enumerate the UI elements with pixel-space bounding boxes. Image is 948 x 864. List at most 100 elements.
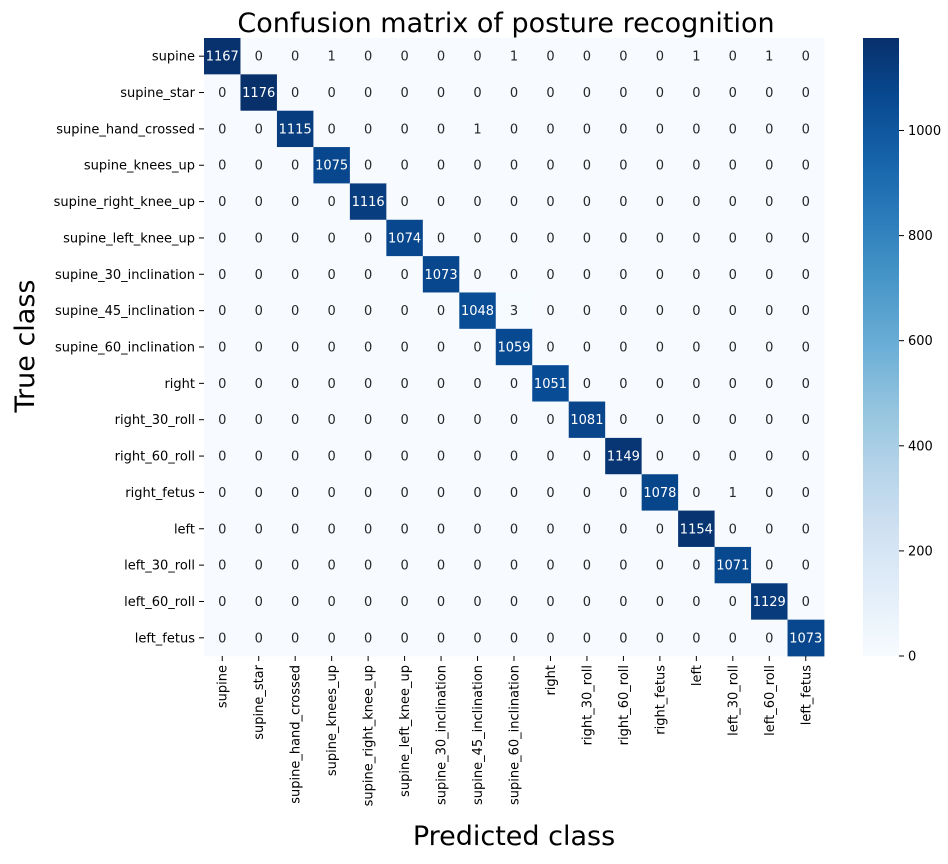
- heatmap-cell: [276, 619, 314, 657]
- heatmap-cell: [459, 38, 497, 75]
- heatmap-cell: [422, 546, 460, 584]
- cell-value: 0: [546, 268, 554, 283]
- heatmap-cell: [751, 292, 788, 330]
- cell-value: 0: [765, 86, 773, 101]
- heatmap-cell: [422, 583, 460, 621]
- cell-value: 0: [619, 595, 627, 610]
- cell-value: 0: [656, 122, 664, 137]
- cell-value: 0: [364, 559, 372, 574]
- heatmap-cell: [751, 510, 788, 548]
- heatmap-cell: [532, 546, 570, 584]
- cell-value: 0: [656, 86, 664, 101]
- heatmap-cell: [204, 110, 241, 148]
- x-tick-label: supine_30_inclination: [435, 665, 450, 805]
- heatmap-cell: [751, 583, 788, 621]
- cell-value: 0: [473, 341, 481, 356]
- cell-value: 0: [619, 50, 627, 65]
- heatmap-cell: [678, 619, 715, 657]
- x-axis-ticks: supine supine_star supine_hand_crossed supi…: [216, 656, 814, 806]
- heatmap-cell: [313, 147, 351, 184]
- heatmap-cell: [568, 292, 606, 330]
- heatmap-cell: [714, 219, 752, 257]
- cell-value: 0: [692, 413, 700, 428]
- heatmap-cell: [204, 619, 241, 657]
- heatmap-cell: [459, 365, 497, 402]
- cell-value: 0: [218, 377, 226, 392]
- y-tick-label: supine_knees_up: [84, 159, 195, 174]
- x-tick-label: supine_star: [252, 664, 267, 739]
- cell-value: 0: [583, 268, 591, 283]
- heatmap-cell: [276, 292, 314, 330]
- cell-value: 0: [729, 231, 737, 246]
- cell-value: 0: [583, 595, 591, 610]
- heatmap-cell: [495, 619, 533, 657]
- cell-value: 0: [583, 522, 591, 537]
- heatmap-cell: [313, 328, 351, 366]
- heatmap-cell: [204, 147, 241, 184]
- cell-value: 1078: [643, 486, 676, 501]
- cell-value: 0: [583, 50, 591, 65]
- cell-value: 0: [765, 231, 773, 246]
- heatmap-cell: [787, 219, 825, 257]
- cell-value: 0: [437, 304, 445, 319]
- heatmap-cell: [349, 619, 387, 657]
- cell-value: 0: [546, 413, 554, 428]
- heatmap-cell: [349, 183, 387, 221]
- cell-value: 1073: [789, 631, 822, 646]
- heatmap-cell: [204, 583, 241, 621]
- cell-value: 0: [473, 486, 481, 501]
- heatmap-cell: [641, 510, 679, 548]
- cell-value: 0: [218, 195, 226, 210]
- cell-value: 0: [364, 268, 372, 283]
- cell-value: 0: [364, 377, 372, 392]
- cell-value: 0: [364, 86, 372, 101]
- heatmap-cell: [751, 619, 788, 657]
- heatmap-cell: [495, 110, 533, 148]
- heatmap-cell: [422, 110, 460, 148]
- y-tick-label: right_fetus: [125, 486, 195, 501]
- y-tick-label: supine_right_knee_up: [54, 195, 195, 210]
- cell-value: 0: [328, 486, 336, 501]
- heatmap-cell: [787, 183, 825, 221]
- cell-value: 0: [255, 559, 263, 574]
- heatmap-cell: [714, 110, 752, 148]
- cell-value: 0: [328, 268, 336, 283]
- cell-value: 0: [583, 159, 591, 174]
- cell-value: 0: [619, 268, 627, 283]
- heatmap-cell: [313, 292, 351, 330]
- heatmap-cell: [276, 510, 314, 548]
- heatmap-cell: [459, 147, 497, 184]
- heatmap-cell: [422, 474, 460, 511]
- cell-value: 0: [364, 595, 372, 610]
- heatmap-cell: [605, 292, 643, 330]
- cell-value: 0: [656, 304, 664, 319]
- cell-value: 0: [619, 231, 627, 246]
- heatmap-cell: [495, 147, 533, 184]
- heatmap-cell: [714, 365, 752, 402]
- cell-value: 0: [619, 486, 627, 501]
- heatmap-cell: [276, 474, 314, 511]
- heatmap-cell: [678, 546, 715, 584]
- heatmap-cell: [204, 546, 241, 584]
- cell-value: 0: [473, 159, 481, 174]
- cell-value: 0: [656, 159, 664, 174]
- colorbar-tick-label: 800: [908, 229, 933, 244]
- heatmap-cell: [751, 365, 788, 402]
- heatmap-cell: [568, 510, 606, 548]
- cell-value: 0: [729, 522, 737, 537]
- heatmap-cell: [459, 219, 497, 257]
- heatmap-cell: [532, 583, 570, 621]
- cell-value: 0: [364, 341, 372, 356]
- heatmap-cell: [313, 583, 351, 621]
- heatmap-cell: [787, 474, 825, 511]
- heatmap-cell: [714, 510, 752, 548]
- heatmap-cell: [714, 147, 752, 184]
- heatmap-cell: [532, 474, 570, 511]
- cell-value: 0: [328, 122, 336, 137]
- cell-value: 0: [546, 195, 554, 210]
- cell-value: 0: [328, 559, 336, 574]
- cell-value: 0: [255, 341, 263, 356]
- cell-value: 0: [510, 377, 518, 392]
- cell-value: 0: [619, 86, 627, 101]
- cell-value: 0: [510, 450, 518, 465]
